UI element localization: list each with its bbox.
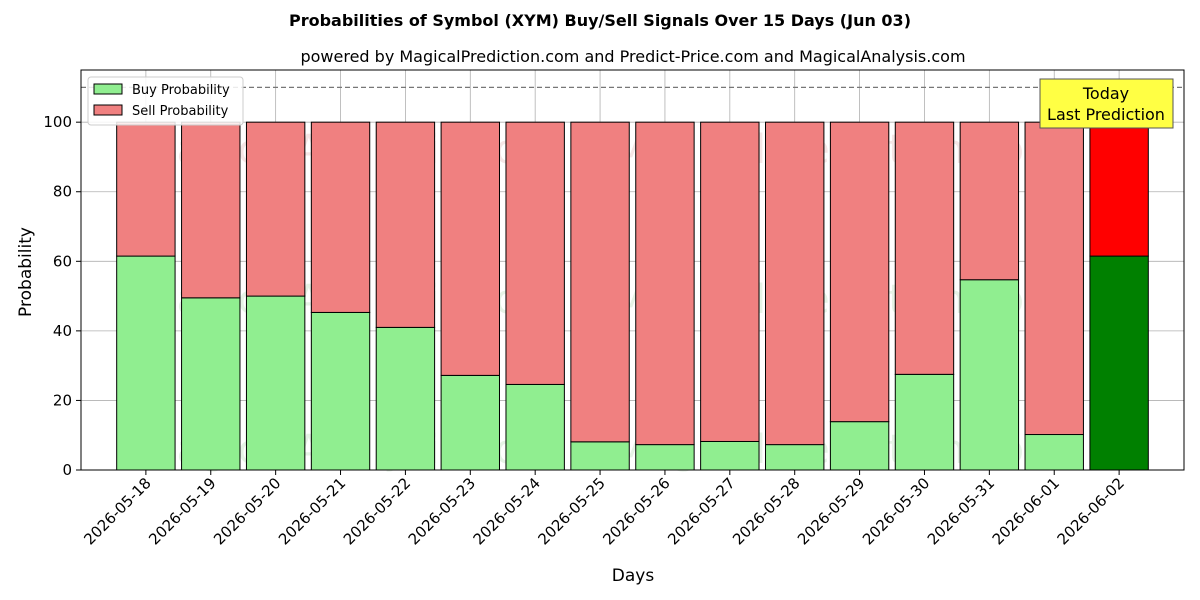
sell-bar: [570, 121, 630, 443]
sell-bar: [1089, 121, 1149, 257]
y-tick-label: 20: [53, 391, 72, 409]
x-tick-label: 2026-05-28: [729, 474, 803, 548]
buy-bar: [959, 279, 1020, 471]
y-tick-label: 60: [53, 252, 72, 270]
x-tick-label: 2026-06-01: [989, 474, 1063, 548]
buy-bar: [375, 326, 436, 471]
buy-bar: [1024, 434, 1084, 471]
legend-label: Buy Probability: [132, 83, 230, 98]
annotation-line2: Last Prediction: [1047, 105, 1165, 124]
today-annotation: Today Last Prediction: [1039, 78, 1174, 129]
x-tick-label: 2026-06-02: [1054, 474, 1128, 548]
sell-bar: [635, 121, 695, 446]
x-tick-label: 2026-05-30: [859, 474, 933, 548]
sell-bar: [245, 121, 306, 297]
bars-layer: [116, 121, 1149, 471]
x-tick-label: 2026-05-25: [535, 474, 609, 548]
buy-bar: [505, 383, 565, 471]
x-tick-label: 2026-05-21: [275, 474, 349, 548]
legend-swatch: [93, 104, 123, 116]
x-tick-label: 2026-05-29: [794, 474, 868, 548]
sell-bar: [116, 121, 176, 257]
sell-bar: [181, 121, 241, 299]
x-tick-label: 2026-05-19: [145, 474, 219, 548]
sell-bar: [310, 121, 371, 313]
legend-label: Sell Probability: [132, 104, 229, 119]
x-tick-label: 2026-05-20: [210, 474, 284, 548]
buy-bar: [310, 311, 371, 471]
sell-bar: [375, 121, 436, 328]
sell-bar: [505, 121, 565, 385]
sell-bar: [440, 121, 500, 376]
buy-bar: [765, 444, 825, 471]
buy-bar: [245, 295, 306, 471]
x-tick-label: 2026-05-27: [664, 474, 738, 548]
legend-box: [87, 76, 244, 126]
annotation-box: [1039, 78, 1174, 129]
buy-bar: [829, 421, 890, 471]
plot-frame: [80, 69, 1185, 471]
buy-bar: [894, 373, 955, 471]
buy-bar: [570, 441, 630, 471]
chart-subtitle: powered by MagicalPrediction.com and Pre…: [300, 47, 965, 66]
sell-bar: [959, 121, 1020, 281]
x-tick-label: 2026-05-26: [599, 474, 673, 548]
sell-bar: [765, 121, 825, 446]
legend: Buy Probability Sell Probability: [87, 76, 244, 126]
legend-swatch: [93, 83, 123, 95]
y-tick-label: 100: [43, 113, 72, 131]
x-tick-label: 2026-05-24: [470, 474, 544, 548]
x-tick-label: 2026-05-31: [924, 474, 998, 548]
buy-bar: [116, 255, 176, 471]
buy-bar: [700, 440, 760, 471]
x-axis-label: Days: [612, 566, 655, 586]
y-tick-label: 40: [53, 322, 72, 340]
y-tick-label: 80: [53, 183, 72, 201]
buy-bar: [440, 374, 500, 471]
sell-bar: [894, 121, 955, 375]
chart-title: Probabilities of Symbol (XYM) Buy/Sell S…: [289, 11, 911, 30]
y-tick-label: 0: [62, 461, 72, 479]
buy-bar: [181, 297, 241, 471]
buy-bar: [1089, 255, 1149, 471]
buy-bar: [635, 444, 695, 471]
sell-bar: [829, 121, 890, 423]
x-tick-label: 2026-05-22: [340, 474, 414, 548]
y-axis-label: Probability: [16, 227, 36, 317]
sell-bar: [1024, 121, 1084, 436]
sell-bar: [700, 121, 760, 442]
x-tick-label: 2026-05-18: [80, 474, 154, 548]
annotation-line1: Today: [1082, 84, 1129, 103]
x-tick-label: 2026-05-23: [405, 474, 479, 548]
